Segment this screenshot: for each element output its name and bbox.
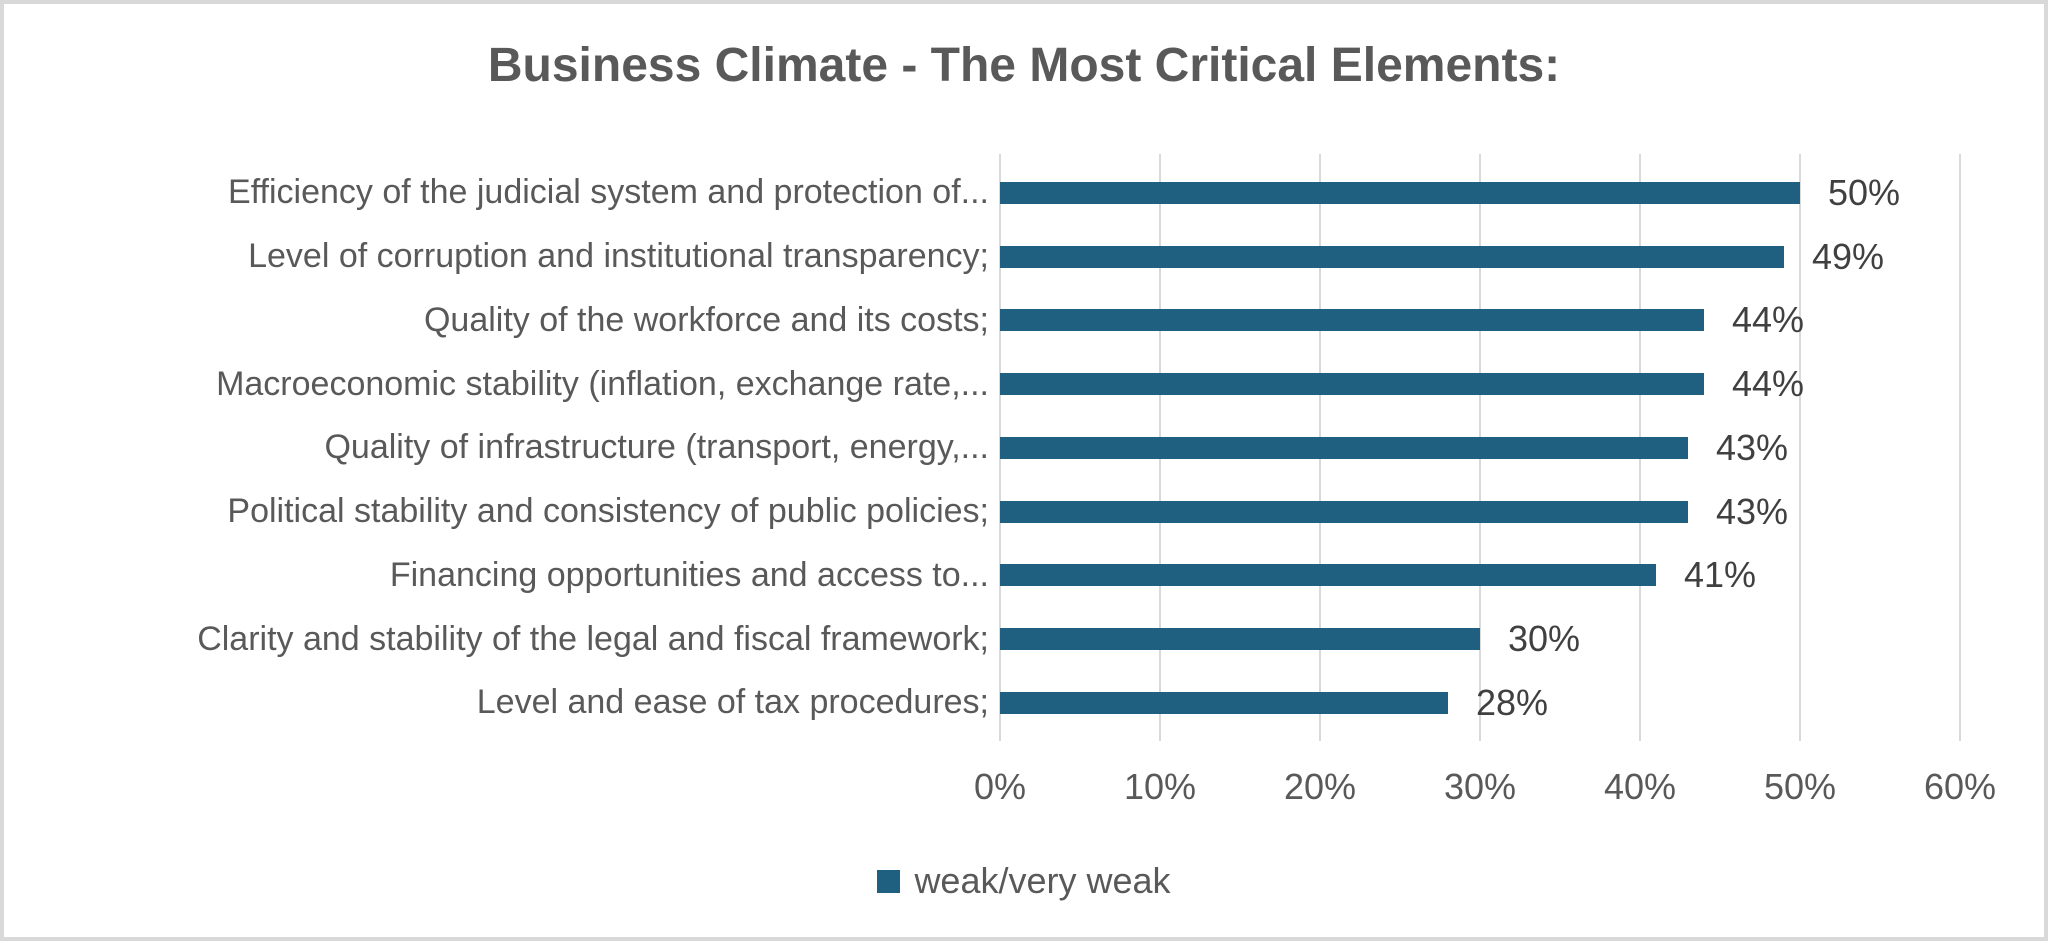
category-label: Quality of infrastructure (transport, en… (324, 428, 989, 467)
bar (1000, 309, 1704, 332)
bar (1000, 436, 1688, 459)
bar (1000, 181, 1800, 204)
data-label: 41% (1684, 554, 1757, 596)
data-label: 49% (1812, 235, 1885, 277)
category-label: Level and ease of tax procedures; (476, 683, 989, 722)
gridline-60pct (1959, 154, 1961, 741)
category-label: Efficiency of the judicial system and pr… (228, 173, 989, 212)
category-label: Macroeconomic stability (inflation, exch… (216, 364, 989, 403)
data-label: 44% (1732, 363, 1805, 405)
bar (1000, 564, 1656, 587)
x-axis-tick-label: 20% (1283, 766, 1357, 807)
legend-label: weak/very weak (914, 860, 1171, 901)
bar (1000, 628, 1480, 651)
category-label: Quality of the workforce and its costs; (423, 300, 989, 339)
category-label: Level of corruption and institutional tr… (248, 237, 989, 276)
gridline-50pct (1799, 154, 1801, 741)
category-label: Clarity and stability of the legal and f… (197, 619, 989, 658)
category-label: Political stability and consistency of p… (227, 492, 989, 531)
data-label: 44% (1732, 299, 1805, 341)
bar (1000, 500, 1688, 523)
data-label: 30% (1508, 618, 1581, 660)
data-label: 43% (1716, 490, 1789, 532)
bar (1000, 245, 1784, 268)
data-label: 50% (1828, 171, 1901, 213)
chart-title: Business Climate - The Most Critical Ele… (487, 39, 1561, 92)
x-axis-tick-label: 30% (1443, 766, 1517, 807)
x-axis-tick-label: 40% (1603, 766, 1677, 807)
legend: weak/very weak (4, 860, 2044, 902)
data-label: 43% (1716, 426, 1789, 468)
x-axis-tick-label: 50% (1763, 766, 1837, 807)
x-axis-tick-label: 10% (1123, 766, 1197, 807)
data-label: 28% (1476, 681, 1549, 723)
x-axis-tick-label: 0% (973, 766, 1027, 807)
x-axis-tick-label: 60% (1923, 766, 1997, 807)
bar (1000, 691, 1448, 714)
category-label: Financing opportunities and access to... (389, 555, 989, 594)
bar (1000, 373, 1704, 396)
legend-swatch-icon (877, 869, 901, 893)
